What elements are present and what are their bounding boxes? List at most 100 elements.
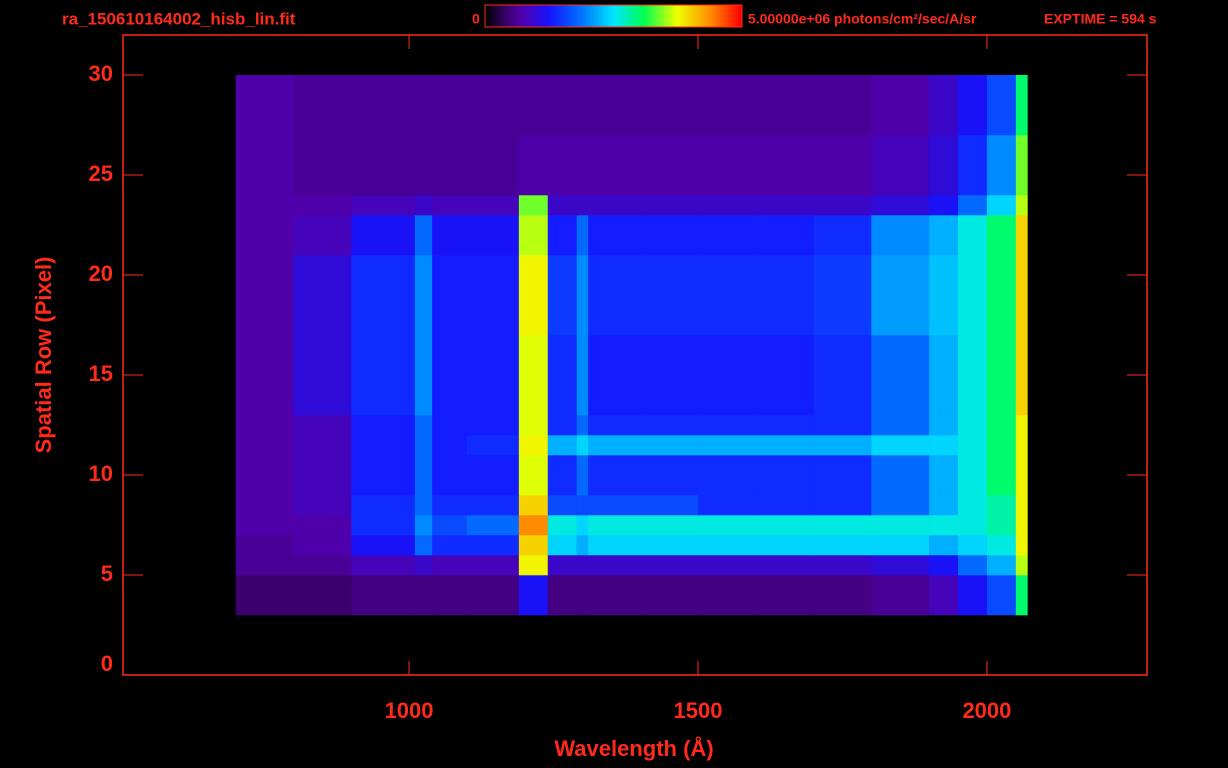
colorbar-swatch [639,5,643,27]
colorbar-swatch [545,5,548,27]
heatmap-cell [414,255,433,336]
heatmap-cell [640,495,699,516]
colorbar-swatch [485,5,488,27]
heatmap-cell [929,535,959,556]
heatmap-cell [293,575,352,616]
heatmap-cell [929,415,959,436]
heatmap-cell [466,535,520,556]
y-axis-label: Spatial Row (Pixel) [31,257,56,454]
heatmap-cell [414,555,433,576]
heatmap-cell [871,415,930,436]
y-tick-label: 5 [101,561,113,586]
heatmap-cell [697,135,757,196]
colorbar-swatch [603,5,606,27]
heatmap-cell [518,515,549,536]
heatmap-cell [813,255,872,336]
heatmap-cell [986,75,1017,136]
colorbar-swatch [539,5,542,27]
heatmap-cell [588,555,641,576]
heatmap-cell [414,415,433,436]
colorbar-swatch [585,5,588,27]
heatmap-cell [547,435,577,456]
colorbar-swatch [645,5,649,27]
colorbar-swatch [675,5,679,27]
plot-frame [122,34,1148,676]
heatmap-cell [466,415,520,436]
heatmap-cell [518,255,549,336]
heatmap-cell [871,555,930,576]
colorbar-swatch [629,5,633,27]
colorbar-swatch [653,5,657,27]
colorbar-swatch [717,5,721,27]
heatmap-cell [547,455,577,496]
heatmap-cell [351,535,410,556]
heatmap-cell [697,495,757,516]
heatmap-cell [576,555,589,576]
colorbar-swatch [595,5,598,27]
colorbar-swatch [647,5,651,27]
heatmap-cell [547,135,577,196]
heatmap-cell [576,135,589,196]
heatmap-cell [466,435,520,456]
heatmap-cell [697,455,757,496]
colorbar-swatch [495,5,498,27]
heatmap-cell [697,435,757,456]
colorbar-swatch [553,5,556,27]
heatmap-cell [588,215,641,256]
heatmap-cell [351,435,410,456]
heatmap-cell [929,435,959,456]
heatmap-cell [576,195,589,216]
heatmap-cell [588,335,641,416]
colorbar-max-label: 5.00000e+06 photons/cm²/sec/A/sr [748,11,977,27]
heatmap-cell [640,575,699,616]
heatmap-cell [432,255,468,336]
heatmap-cell [986,455,1017,496]
heatmap-cell [986,575,1017,616]
colorbar-swatch [591,5,594,27]
heatmap-cell [697,195,757,216]
colorbar-swatch [535,5,538,27]
heatmap-cell [813,535,872,556]
heatmap-cell [697,255,757,336]
colorbar-swatch [673,5,677,27]
heatmap-cell [414,75,433,136]
heatmap-cell [414,215,433,256]
colorbar-swatch [589,5,592,27]
colorbar-swatch [685,5,689,27]
colorbar-swatch [509,5,512,27]
colorbar-swatch [597,5,600,27]
heatmap-cell [432,135,468,196]
heatmap-cell [640,75,699,136]
colorbar-swatch [693,5,697,27]
colorbar-swatch [635,5,639,27]
heatmap-cell [466,195,520,216]
colorbar-swatch [721,5,725,27]
heatmap-cell [929,135,959,196]
y-tick-label: 15 [89,361,113,386]
colorbar-swatch [511,5,514,27]
colorbar-swatch [517,5,520,27]
heatmap-cell [576,255,589,336]
colorbar-swatch [525,5,528,27]
heatmap-cell [547,195,577,216]
heatmap-cell [871,75,930,136]
heatmap-cell [813,335,872,416]
heatmap-cell [432,215,468,256]
colorbar-swatch [513,5,516,27]
heatmap-cell [466,255,520,336]
heatmap-cell [813,135,872,196]
heatmap-cell [409,415,416,436]
heatmap-cell [1015,75,1028,136]
colorbar-swatch [607,5,610,27]
colorbar-swatch [707,5,711,27]
heatmap-cell [547,255,577,336]
colorbar-swatch [577,5,580,27]
heatmap-cell [409,495,416,516]
heatmap-cell [1015,535,1028,556]
heatmap-cell [986,555,1017,576]
colorbar-swatch [601,5,604,27]
heatmap-cell [1015,215,1028,256]
heatmap-cell [576,415,589,436]
colorbar-swatch [489,5,492,27]
colorbar-swatch [505,5,508,27]
